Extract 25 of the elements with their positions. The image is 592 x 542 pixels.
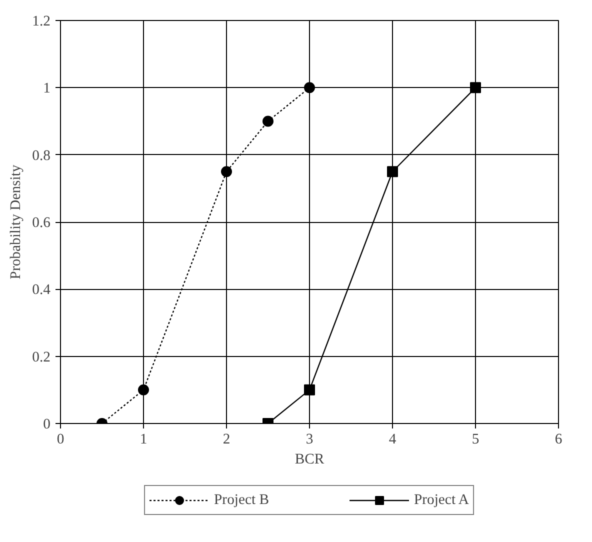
- x-tick-label: 3: [306, 432, 314, 448]
- y-tick-label: 1.2: [32, 14, 51, 30]
- point: [304, 384, 315, 396]
- x-tick-label: 6: [554, 432, 562, 448]
- x-tick-label: 4: [388, 432, 397, 448]
- y-axis-title: Probability Density: [8, 164, 24, 280]
- point: [138, 384, 149, 396]
- x-tick-label: 5: [472, 432, 480, 448]
- x-axis-title: BCR: [294, 452, 324, 468]
- y-tick-label: 0.2: [32, 349, 51, 366]
- y-tick-label: 1: [43, 80, 50, 97]
- legend-label: Project B: [214, 492, 269, 508]
- point: [304, 82, 315, 94]
- point: [387, 166, 398, 178]
- point: [262, 116, 274, 127]
- point: [221, 166, 232, 178]
- x-tick-label: 2: [222, 432, 230, 448]
- x-tick-label: 1: [140, 432, 148, 448]
- y-tick-label: 0.8: [32, 148, 51, 164]
- point: [470, 82, 481, 94]
- y-tick-label: 0.4: [32, 282, 52, 298]
- legend-label: Project A: [414, 492, 469, 508]
- y-tick-label: 0: [43, 416, 50, 432]
- x-tick-label: 0: [56, 432, 64, 448]
- y-tick-label: 0.6: [32, 215, 51, 231]
